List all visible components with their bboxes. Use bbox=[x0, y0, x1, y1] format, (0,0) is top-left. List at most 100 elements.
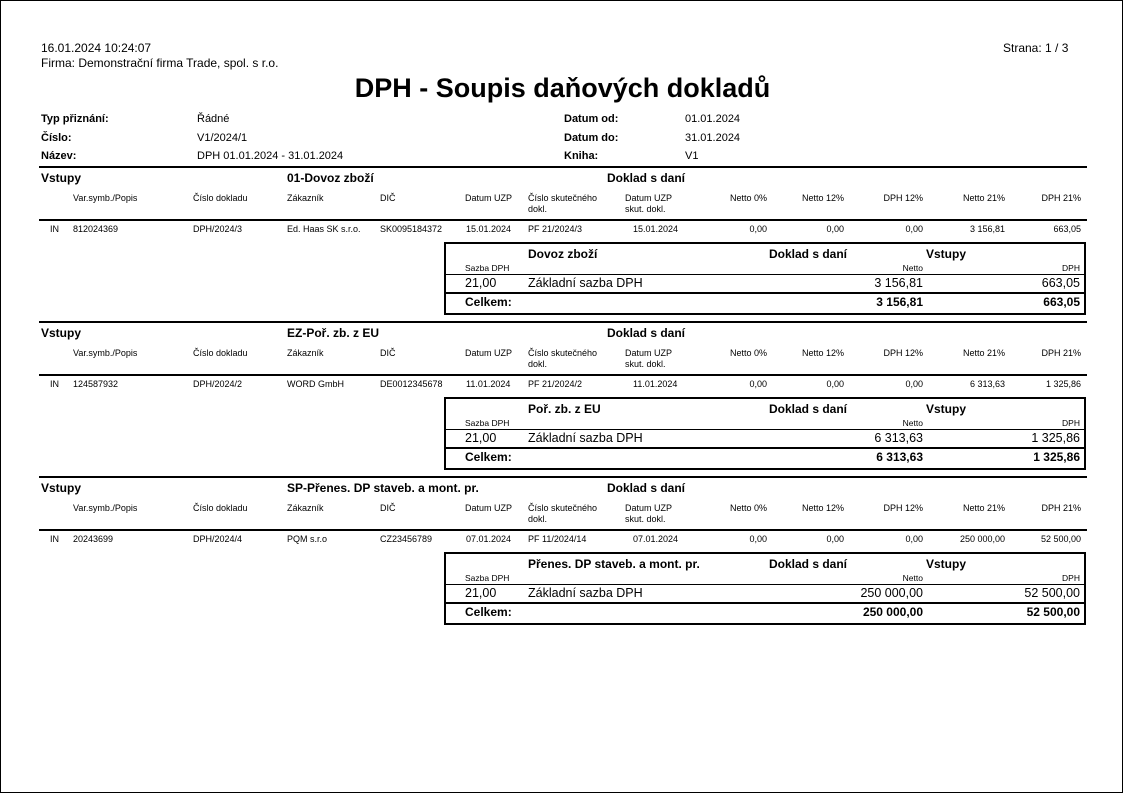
summary-total-dph: 1 325,86 bbox=[1033, 450, 1080, 464]
cell-datum_uzp: 11.01.2024 bbox=[466, 379, 511, 389]
table-row: IN 812024369 DPH/2024/3 Ed. Haas SK s.r.o. S… bbox=[1, 224, 1122, 238]
summary-box: Dovoz zboží Doklad s daní Vstupy Sazba DPH N… bbox=[444, 242, 1086, 315]
cell-datum_skut: 11.01.2024 bbox=[633, 379, 678, 389]
column-header-dph12: DPH 12% bbox=[883, 503, 923, 513]
section-3: Vstupy SP-Přenes. DP staveb. a mont. pr. D… bbox=[1, 476, 1122, 636]
column-header-dph21: DPH 21% bbox=[1041, 193, 1081, 203]
summary-dph: 663,05 bbox=[1041, 276, 1080, 290]
summary-name: Poř. zb. z EU bbox=[528, 402, 601, 416]
column-header-zakaznik: Zákazník bbox=[287, 503, 324, 513]
column-header-netto12: Netto 12% bbox=[801, 348, 844, 358]
summary-label-dph: DPH bbox=[1062, 573, 1080, 583]
column-header-datum_uzp: Datum UZP bbox=[465, 503, 513, 513]
summary-rule bbox=[446, 429, 1084, 430]
column-header-cislo_dokladu: Číslo dokladu bbox=[193, 503, 248, 513]
column-header-dph12: DPH 12% bbox=[883, 348, 923, 358]
cell-dph12: 0,00 bbox=[905, 534, 923, 544]
summary-rate: 21,00 bbox=[465, 431, 497, 445]
cell-cislo_skut: PF 11/2024/14 bbox=[528, 534, 587, 544]
cell-cislo_dokladu: DPH/2024/4 bbox=[193, 534, 243, 544]
cell-netto12: 0,00 bbox=[826, 379, 844, 389]
column-header-dph21: DPH 21% bbox=[1041, 503, 1081, 513]
cell-datum_skut: 07.01.2024 bbox=[633, 534, 679, 544]
column-header-netto12: Netto 12% bbox=[801, 193, 844, 203]
column-header-dph21: DPH 21% bbox=[1041, 348, 1081, 358]
column-header-netto21: Netto 21% bbox=[962, 503, 1005, 513]
column-header-netto21: Netto 21% bbox=[962, 348, 1005, 358]
cell-cislo_skut: PF 21/2024/3 bbox=[528, 224, 583, 234]
section-1: Vstupy 01-Dovoz zboží Doklad s daní Var.sym… bbox=[1, 166, 1122, 326]
summary-box: Poř. zb. z EU Doklad s daní Vstupy Sazba DP… bbox=[444, 397, 1086, 470]
summary-rule bbox=[446, 274, 1084, 275]
info-value-date-from: 01.01.2024 bbox=[685, 113, 741, 125]
section-kind: Vstupy bbox=[41, 171, 82, 185]
column-header-netto0: Netto 0% bbox=[729, 193, 767, 203]
info-label-name: Název: bbox=[41, 150, 77, 162]
info-value-type: Řádné bbox=[197, 113, 230, 125]
section-2: Vstupy EZ-Poř. zb. z EU Doklad s daní Var.s… bbox=[1, 321, 1122, 481]
summary-doc-type: Doklad s daní bbox=[769, 247, 848, 261]
summary-total-netto: 6 313,63 bbox=[876, 450, 923, 464]
cell-netto21: 6 313,63 bbox=[969, 379, 1005, 389]
section-top-rule bbox=[39, 321, 1087, 323]
column-header-cislo_skut_2: dokl. bbox=[528, 514, 548, 524]
cell-dph12: 0,00 bbox=[905, 224, 923, 234]
info-label-type: Typ přiznání: bbox=[41, 113, 109, 125]
cell-type: IN bbox=[50, 379, 59, 389]
column-header-datum_skut_1: Datum UZP bbox=[625, 503, 673, 513]
cell-dic: SK0095184372 bbox=[380, 224, 443, 234]
section-kind: Vstupy bbox=[41, 481, 82, 495]
cell-datum_uzp: 07.01.2024 bbox=[466, 534, 512, 544]
cell-netto12: 0,00 bbox=[826, 224, 844, 234]
column-header-cislo_skut_2: dokl. bbox=[528, 204, 548, 214]
summary-total-netto: 3 156,81 bbox=[876, 295, 923, 309]
column-header-cislo_skut_1: Číslo skutečného bbox=[528, 348, 598, 358]
cell-netto21: 3 156,81 bbox=[969, 224, 1005, 234]
cell-var_symb: 124587932 bbox=[73, 379, 119, 389]
column-header-zakaznik: Zákazník bbox=[287, 193, 324, 203]
summary-total-label: Celkem: bbox=[465, 295, 512, 309]
summary-total-label: Celkem: bbox=[465, 450, 512, 464]
column-header-netto21: Netto 21% bbox=[962, 193, 1005, 203]
info-label-date-from: Datum od: bbox=[564, 113, 619, 125]
cell-type: IN bbox=[50, 534, 59, 544]
company-name: Firma: Demonstrační firma Trade, spol. s… bbox=[41, 56, 279, 70]
column-header-var_symb: Var.symb./Popis bbox=[73, 193, 138, 203]
summary-label-dph: DPH bbox=[1062, 263, 1080, 273]
header-rule bbox=[39, 219, 1087, 221]
section-doc-type: Doklad s daní bbox=[607, 171, 686, 185]
summary-total-dph: 663,05 bbox=[1043, 295, 1080, 309]
column-header-zakaznik: Zákazník bbox=[287, 348, 324, 358]
section-top-rule bbox=[39, 166, 1087, 168]
info-value-number: V1/2024/1 bbox=[197, 132, 248, 144]
cell-dic: DE0012345678 bbox=[380, 379, 443, 389]
column-header-datum_skut_2: skut. dokl. bbox=[625, 514, 666, 524]
summary-dph: 52 500,00 bbox=[1024, 586, 1080, 600]
summary-netto: 6 313,63 bbox=[874, 431, 923, 445]
summary-box: Přenes. DP staveb. a mont. pr. Doklad s d… bbox=[444, 552, 1086, 625]
table-row: IN 20243699 DPH/2024/4 PQM s.r.o CZ23456789 0… bbox=[1, 534, 1122, 548]
summary-doc-type: Doklad s daní bbox=[769, 557, 848, 571]
info-value-book: V1 bbox=[685, 150, 699, 162]
summary-name: Přenes. DP staveb. a mont. pr. bbox=[528, 557, 700, 571]
cell-var_symb: 20243699 bbox=[73, 534, 114, 544]
column-header-var_symb: Var.symb./Popis bbox=[73, 503, 138, 513]
section-code: 01-Dovoz zboží bbox=[287, 171, 374, 185]
cell-cislo_dokladu: DPH/2024/3 bbox=[193, 224, 243, 234]
summary-name: Dovoz zboží bbox=[528, 247, 598, 261]
summary-rate-name: Základní sazba DPH bbox=[528, 276, 643, 290]
cell-netto0: 0,00 bbox=[749, 224, 767, 234]
column-header-dic: DIČ bbox=[380, 348, 396, 358]
info-value-date-to: 31.01.2024 bbox=[685, 132, 741, 144]
table-row: IN 124587932 DPH/2024/2 WORD GmbH DE00123456… bbox=[1, 379, 1122, 393]
summary-total-rule bbox=[446, 602, 1084, 604]
cell-dph21: 52 500,00 bbox=[1040, 534, 1081, 544]
column-header-dic: DIČ bbox=[380, 503, 396, 513]
summary-kind: Vstupy bbox=[926, 247, 967, 261]
summary-total-rule bbox=[446, 447, 1084, 449]
column-header-cislo_skut_1: Číslo skutečného bbox=[528, 193, 598, 203]
column-header-cislo_skut_1: Číslo skutečného bbox=[528, 503, 598, 513]
column-header-datum_skut_2: skut. dokl. bbox=[625, 204, 666, 214]
report-title: DPH - Soupis daňových dokladů bbox=[354, 73, 771, 103]
cell-netto0: 0,00 bbox=[749, 379, 767, 389]
